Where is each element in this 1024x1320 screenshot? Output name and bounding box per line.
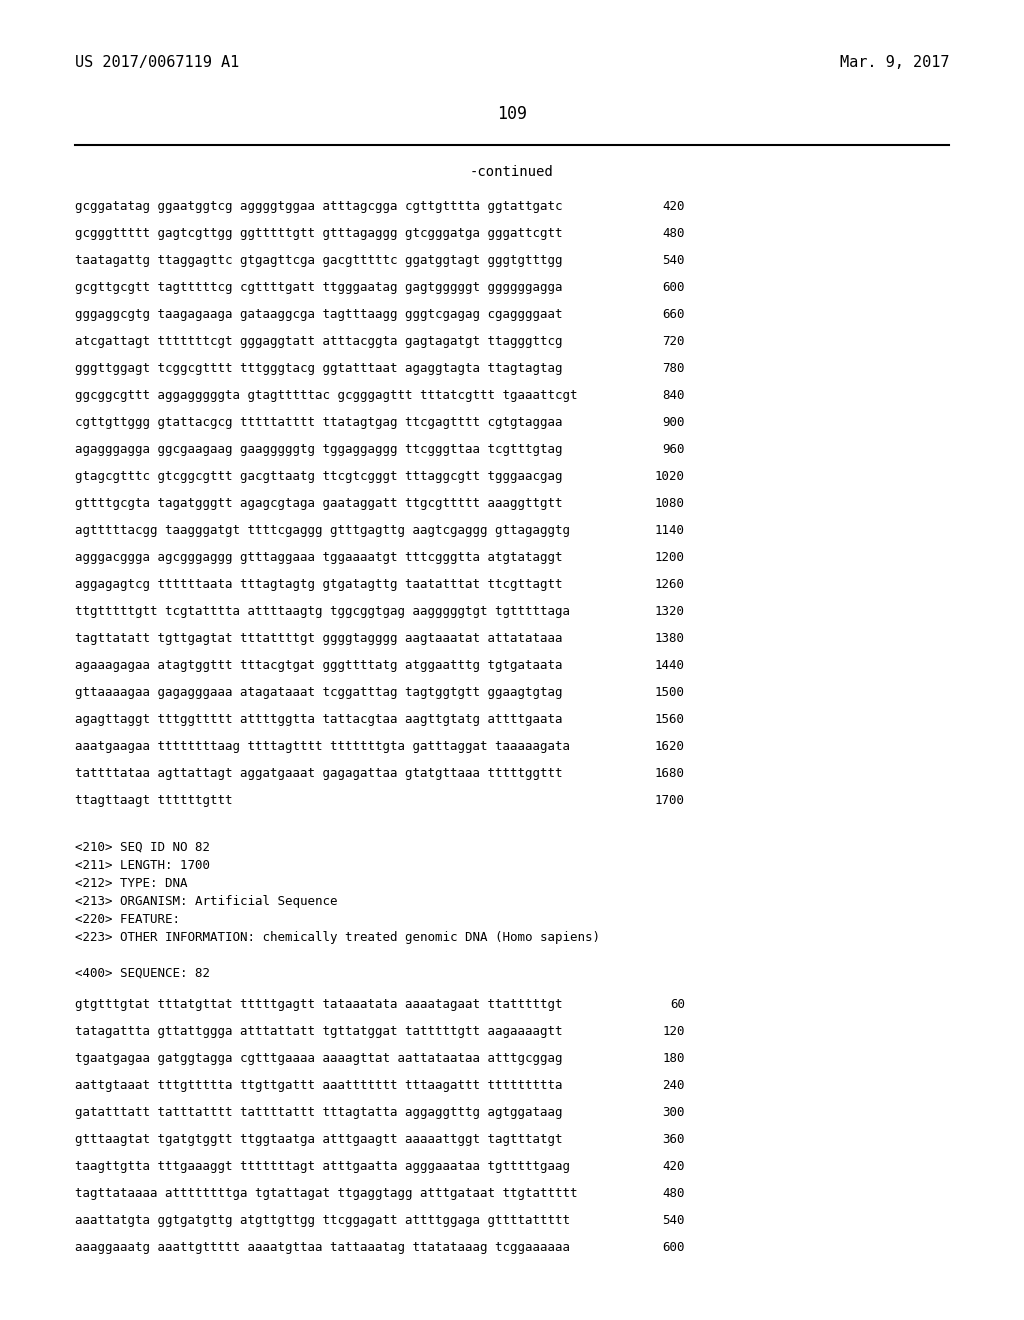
Text: 660: 660 xyxy=(663,308,685,321)
Text: gggttggagt tcggcgtttt tttgggtacg ggtatttaat agaggtagta ttagtagtag: gggttggagt tcggcgtttt tttgggtacg ggtattt… xyxy=(75,362,562,375)
Text: 1560: 1560 xyxy=(655,713,685,726)
Text: 60: 60 xyxy=(670,998,685,1011)
Text: 720: 720 xyxy=(663,335,685,348)
Text: Mar. 9, 2017: Mar. 9, 2017 xyxy=(840,55,949,70)
Text: 600: 600 xyxy=(663,1241,685,1254)
Text: taagttgtta tttgaaaggt tttttttagt atttgaatta agggaaataa tgtttttgaag: taagttgtta tttgaaaggt tttttttagt atttgaa… xyxy=(75,1160,570,1173)
Text: ttagttaagt ttttttgttt: ttagttaagt ttttttgttt xyxy=(75,795,232,807)
Text: 900: 900 xyxy=(663,416,685,429)
Text: <220> FEATURE:: <220> FEATURE: xyxy=(75,913,180,927)
Text: tatagattta gttattggga atttattatt tgttatggat tatttttgtt aagaaaagtt: tatagattta gttattggga atttattatt tgttatg… xyxy=(75,1026,562,1038)
Text: aaatgaagaa ttttttttaag ttttagtttt tttttttgta gatttaggat taaaaagata: aaatgaagaa ttttttttaag ttttagtttt tttttt… xyxy=(75,741,570,752)
Text: agggacggga agcgggaggg gtttaggaaa tggaaaatgt tttcgggtta atgtataggt: agggacggga agcgggaggg gtttaggaaa tggaaaa… xyxy=(75,550,562,564)
Text: 1700: 1700 xyxy=(655,795,685,807)
Text: tagttataaaa attttttttga tgtattagat ttgaggtagg atttgataat ttgtattttt: tagttataaaa attttttttga tgtattagat ttgag… xyxy=(75,1187,578,1200)
Text: 420: 420 xyxy=(663,201,685,213)
Text: 540: 540 xyxy=(663,253,685,267)
Text: agagttaggt tttggttttt attttggtta tattacgtaa aagttgtatg attttgaata: agagttaggt tttggttttt attttggtta tattacg… xyxy=(75,713,562,726)
Text: taatagattg ttaggagttc gtgagttcga gacgtttttc ggatggtagt gggtgtttgg: taatagattg ttaggagttc gtgagttcga gacgttt… xyxy=(75,253,562,267)
Text: gtgtttgtat tttatgttat tttttgagtt tataaatata aaaatagaat ttatttttgt: gtgtttgtat tttatgttat tttttgagtt tataaat… xyxy=(75,998,562,1011)
Text: <212> TYPE: DNA: <212> TYPE: DNA xyxy=(75,876,187,890)
Text: 1380: 1380 xyxy=(655,632,685,645)
Text: agagggagga ggcgaagaag gaagggggtg tggaggaggg ttcgggttaa tcgtttgtag: agagggagga ggcgaagaag gaagggggtg tggagga… xyxy=(75,444,562,455)
Text: 960: 960 xyxy=(663,444,685,455)
Text: gggaggcgtg taagagaaga gataaggcga tagtttaagg gggtcgagag cgaggggaat: gggaggcgtg taagagaaga gataaggcga tagttta… xyxy=(75,308,562,321)
Text: aaattatgta ggtgatgttg atgttgttgg ttcggagatt attttggaga gttttattttt: aaattatgta ggtgatgttg atgttgttgg ttcggag… xyxy=(75,1214,570,1228)
Text: <210> SEQ ID NO 82: <210> SEQ ID NO 82 xyxy=(75,841,210,854)
Text: 1440: 1440 xyxy=(655,659,685,672)
Text: 1500: 1500 xyxy=(655,686,685,700)
Text: 360: 360 xyxy=(663,1133,685,1146)
Text: 420: 420 xyxy=(663,1160,685,1173)
Text: gttttgcgta tagatgggtt agagcgtaga gaataggatt ttgcgttttt aaaggttgtt: gttttgcgta tagatgggtt agagcgtaga gaatagg… xyxy=(75,498,562,510)
Text: 1020: 1020 xyxy=(655,470,685,483)
Text: 240: 240 xyxy=(663,1078,685,1092)
Text: <213> ORGANISM: Artificial Sequence: <213> ORGANISM: Artificial Sequence xyxy=(75,895,338,908)
Text: 300: 300 xyxy=(663,1106,685,1119)
Text: US 2017/0067119 A1: US 2017/0067119 A1 xyxy=(75,55,240,70)
Text: gcggatatag ggaatggtcg aggggtggaa atttagcgga cgttgtttta ggtattgatc: gcggatatag ggaatggtcg aggggtggaa atttagc… xyxy=(75,201,562,213)
Text: 180: 180 xyxy=(663,1052,685,1065)
Text: atcgattagt tttttttcgt gggaggtatt atttacggta gagtagatgt ttagggttcg: atcgattagt tttttttcgt gggaggtatt atttacg… xyxy=(75,335,562,348)
Text: 120: 120 xyxy=(663,1026,685,1038)
Text: ttgtttttgtt tcgtatttta attttaagtg tggcggtgag aagggggtgt tgtttttaga: ttgtttttgtt tcgtatttta attttaagtg tggcgg… xyxy=(75,605,570,618)
Text: ggcggcgttt aggagggggta gtagtttttac gcgggagttt tttatcgttt tgaaattcgt: ggcggcgttt aggagggggta gtagtttttac gcggg… xyxy=(75,389,578,403)
Text: agaaagagaa atagtggttt tttacgtgat gggttttatg atggaatttg tgtgataata: agaaagagaa atagtggttt tttacgtgat gggtttt… xyxy=(75,659,562,672)
Text: 1320: 1320 xyxy=(655,605,685,618)
Text: gtagcgtttc gtcggcgttt gacgttaatg ttcgtcgggt tttaggcgtt tgggaacgag: gtagcgtttc gtcggcgttt gacgttaatg ttcgtcg… xyxy=(75,470,562,483)
Text: gtttaagtat tgatgtggtt ttggtaatga atttgaagtt aaaaattggt tagtttatgt: gtttaagtat tgatgtggtt ttggtaatga atttgaa… xyxy=(75,1133,562,1146)
Text: 1200: 1200 xyxy=(655,550,685,564)
Text: -continued: -continued xyxy=(470,165,554,180)
Text: tagttatatt tgttgagtat tttattttgt ggggtagggg aagtaaatat attatataaa: tagttatatt tgttgagtat tttattttgt ggggtag… xyxy=(75,632,562,645)
Text: aattgtaaat tttgttttta ttgttgattt aaattttttt tttaagattt ttttttttta: aattgtaaat tttgttttta ttgttgattt aaatttt… xyxy=(75,1078,562,1092)
Text: cgttgttggg gtattacgcg tttttatttt ttatagtgag ttcgagtttt cgtgtaggaa: cgttgttggg gtattacgcg tttttatttt ttatagt… xyxy=(75,416,562,429)
Text: gatatttatt tatttatttt tattttattt tttagtatta aggaggtttg agtggataag: gatatttatt tatttatttt tattttattt tttagta… xyxy=(75,1106,562,1119)
Text: 1680: 1680 xyxy=(655,767,685,780)
Text: aggagagtcg ttttttaata tttagtagtg gtgatagttg taatatttat ttcgttagtt: aggagagtcg ttttttaata tttagtagtg gtgatag… xyxy=(75,578,562,591)
Text: 540: 540 xyxy=(663,1214,685,1228)
Text: gcgggttttt gagtcgttgg ggtttttgtt gtttagaggg gtcgggatga gggattcgtt: gcgggttttt gagtcgttgg ggtttttgtt gtttaga… xyxy=(75,227,562,240)
Text: 1260: 1260 xyxy=(655,578,685,591)
Text: <400> SEQUENCE: 82: <400> SEQUENCE: 82 xyxy=(75,968,210,979)
Text: tattttataa agttattagt aggatgaaat gagagattaa gtatgttaaa tttttggttt: tattttataa agttattagt aggatgaaat gagagat… xyxy=(75,767,562,780)
Text: 1620: 1620 xyxy=(655,741,685,752)
Text: 480: 480 xyxy=(663,227,685,240)
Text: 1140: 1140 xyxy=(655,524,685,537)
Text: 109: 109 xyxy=(497,106,527,123)
Text: agtttttacgg taagggatgt ttttcgaggg gtttgagttg aagtcgaggg gttagaggtg: agtttttacgg taagggatgt ttttcgaggg gtttga… xyxy=(75,524,570,537)
Text: 840: 840 xyxy=(663,389,685,403)
Text: tgaatgagaa gatggtagga cgtttgaaaa aaaagttat aattataataa atttgcggag: tgaatgagaa gatggtagga cgtttgaaaa aaaagtt… xyxy=(75,1052,562,1065)
Text: aaaggaaatg aaattgttttt aaaatgttaa tattaaatag ttatataaag tcggaaaaaa: aaaggaaatg aaattgttttt aaaatgttaa tattaa… xyxy=(75,1241,570,1254)
Text: 1080: 1080 xyxy=(655,498,685,510)
Text: gttaaaagaa gagagggaaa atagataaat tcggatttag tagtggtgtt ggaagtgtag: gttaaaagaa gagagggaaa atagataaat tcggatt… xyxy=(75,686,562,700)
Text: 600: 600 xyxy=(663,281,685,294)
Text: <211> LENGTH: 1700: <211> LENGTH: 1700 xyxy=(75,859,210,873)
Text: 780: 780 xyxy=(663,362,685,375)
Text: <223> OTHER INFORMATION: chemically treated genomic DNA (Homo sapiens): <223> OTHER INFORMATION: chemically trea… xyxy=(75,931,600,944)
Text: 480: 480 xyxy=(663,1187,685,1200)
Text: gcgttgcgtt tagtttttcg cgttttgatt ttgggaatag gagtgggggt ggggggagga: gcgttgcgtt tagtttttcg cgttttgatt ttgggaa… xyxy=(75,281,562,294)
